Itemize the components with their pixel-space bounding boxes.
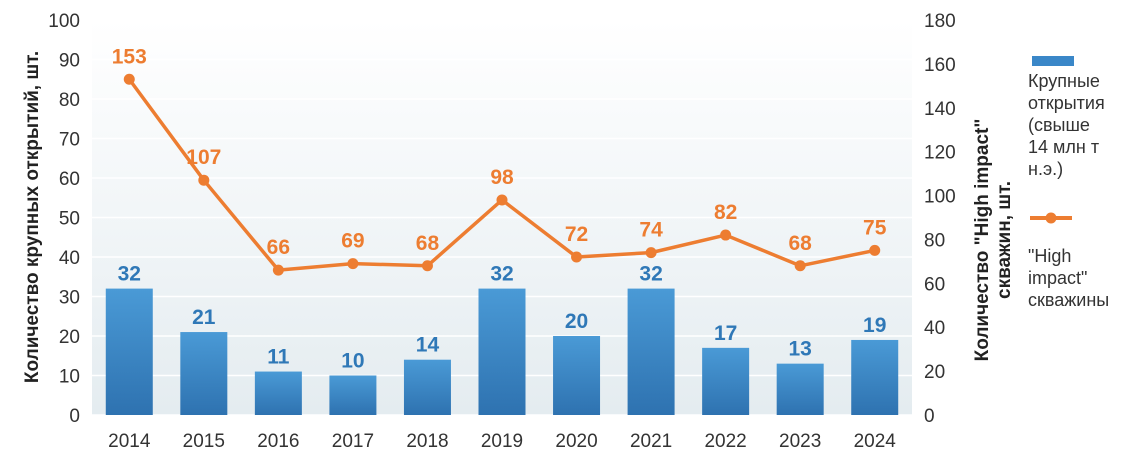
data-labels: 32 21 11 10 14 32 20 32 17 13 19 153 107 66 69 68 98 72 74… bbox=[112, 45, 887, 372]
line-value-label: 66 bbox=[267, 236, 290, 259]
bar bbox=[478, 288, 526, 415]
line-point bbox=[421, 260, 433, 272]
x-tick-label: 2018 bbox=[406, 431, 448, 452]
line-value-label: 75 bbox=[863, 216, 887, 239]
right-tick-label: 180 bbox=[924, 11, 956, 32]
bar-series bbox=[105, 288, 899, 415]
right-tick-label: 20 bbox=[924, 362, 945, 383]
right-tick-label: 80 bbox=[924, 230, 945, 251]
line-point bbox=[794, 260, 806, 272]
x-tick-label: 2016 bbox=[257, 431, 299, 452]
right-axis-title-line1: Количество "High impact" bbox=[972, 119, 993, 362]
left-tick-label: 100 bbox=[48, 11, 80, 32]
right-tick-label: 40 bbox=[924, 318, 945, 339]
line-value-label: 74 bbox=[639, 219, 663, 242]
legend-bar-text-line: 14 млн т bbox=[1028, 137, 1099, 157]
line-point bbox=[720, 229, 732, 241]
left-tick-label: 30 bbox=[59, 288, 80, 309]
x-axis: 2014 2015 2016 2017 2018 2019 2020 2021 2022 2023… bbox=[108, 431, 896, 452]
line-value-label: 98 bbox=[490, 166, 514, 189]
bar-value-label: 10 bbox=[341, 350, 364, 373]
bar bbox=[627, 288, 675, 415]
legend-line-text-line: скважины bbox=[1028, 290, 1109, 310]
right-tick-label: 0 bbox=[924, 406, 935, 427]
line-value-label: 107 bbox=[186, 146, 221, 169]
bar-value-label: 20 bbox=[565, 310, 588, 333]
bar bbox=[403, 359, 451, 415]
bar-value-label: 32 bbox=[490, 263, 513, 286]
right-tick-label: 140 bbox=[924, 99, 956, 120]
bar-value-label: 13 bbox=[789, 338, 812, 361]
bar bbox=[105, 288, 153, 415]
line-value-label: 153 bbox=[112, 45, 147, 68]
legend-bar-text-line: открытия bbox=[1028, 93, 1105, 113]
legend-line-text-line: impact" bbox=[1028, 268, 1087, 288]
legend-bar-text-line: н.э.) bbox=[1028, 159, 1063, 179]
bar bbox=[702, 347, 750, 415]
line-value-label: 68 bbox=[416, 232, 440, 255]
bar bbox=[180, 332, 228, 415]
x-tick-label: 2021 bbox=[630, 431, 672, 452]
x-tick-label: 2019 bbox=[481, 431, 523, 452]
bar-value-label: 19 bbox=[863, 314, 886, 337]
bar-value-label: 32 bbox=[118, 263, 141, 286]
x-tick-label: 2022 bbox=[704, 431, 746, 452]
bar-value-label: 17 bbox=[714, 322, 737, 345]
legend-bar-text-line: (свыше bbox=[1028, 115, 1090, 135]
bar bbox=[329, 375, 377, 415]
line-point bbox=[869, 244, 881, 256]
line-point bbox=[272, 264, 284, 276]
right-axis-title-line2: скважин, шт. bbox=[994, 181, 1015, 299]
left-axis: 0 10 20 30 40 50 60 70 80 90 100 bbox=[48, 11, 80, 427]
x-tick-label: 2020 bbox=[555, 431, 597, 452]
x-tick-label: 2015 bbox=[183, 431, 225, 452]
left-tick-label: 60 bbox=[59, 169, 80, 190]
right-axis: 0 20 40 60 80 100 120 140 160 180 bbox=[924, 11, 956, 427]
legend-line-text-line: "High bbox=[1028, 246, 1071, 266]
bar bbox=[776, 363, 824, 415]
bar-value-label: 32 bbox=[639, 263, 662, 286]
left-tick-label: 20 bbox=[59, 327, 80, 348]
bar-value-label: 14 bbox=[416, 334, 440, 357]
left-tick-label: 0 bbox=[69, 406, 80, 427]
line-point bbox=[571, 251, 583, 263]
bar-value-label: 11 bbox=[267, 346, 290, 369]
left-tick-label: 10 bbox=[59, 367, 80, 388]
bar bbox=[851, 339, 899, 415]
line-series bbox=[123, 73, 881, 276]
line-point bbox=[347, 258, 359, 270]
left-axis-title: Количество крупных открытий, шт. bbox=[22, 51, 43, 383]
x-tick-label: 2023 bbox=[779, 431, 821, 452]
right-tick-label: 100 bbox=[924, 187, 956, 208]
x-tick-label: 2014 bbox=[108, 431, 151, 452]
legend-bar-text-line: Крупные bbox=[1028, 71, 1100, 91]
line-point bbox=[198, 174, 210, 186]
line-point bbox=[496, 194, 508, 206]
left-tick-label: 70 bbox=[59, 130, 80, 151]
right-tick-label: 120 bbox=[924, 143, 956, 164]
right-tick-label: 160 bbox=[924, 55, 956, 76]
x-tick-label: 2024 bbox=[854, 431, 897, 452]
line-point bbox=[645, 247, 657, 259]
line-point bbox=[123, 73, 135, 85]
legend-line-marker bbox=[1045, 212, 1057, 224]
line-value-label: 68 bbox=[789, 232, 813, 255]
bar bbox=[553, 336, 601, 415]
line-value-label: 72 bbox=[565, 223, 588, 246]
legend-bar-swatch bbox=[1032, 56, 1074, 66]
line-value-label: 82 bbox=[714, 201, 737, 224]
x-tick-label: 2017 bbox=[332, 431, 374, 452]
left-tick-label: 50 bbox=[59, 209, 80, 230]
left-tick-label: 40 bbox=[59, 248, 80, 269]
right-tick-label: 60 bbox=[924, 274, 945, 295]
bar-value-label: 21 bbox=[192, 306, 216, 329]
line-value-label: 69 bbox=[341, 230, 364, 253]
left-tick-label: 90 bbox=[59, 51, 80, 72]
left-tick-label: 80 bbox=[59, 90, 80, 111]
bar bbox=[254, 371, 302, 415]
